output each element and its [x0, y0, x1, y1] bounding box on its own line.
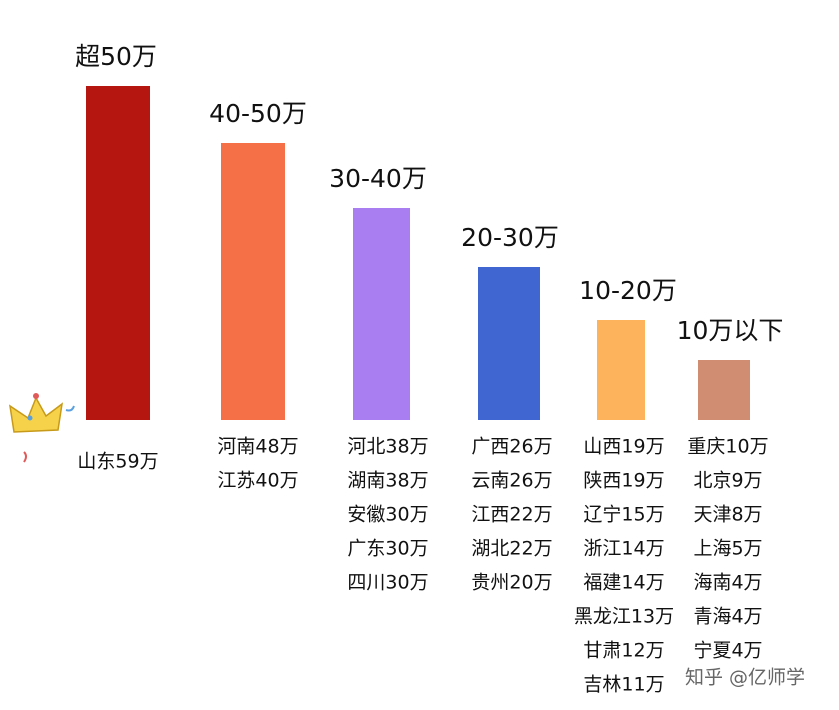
- watermark: 知乎 @亿师学: [685, 667, 805, 689]
- group-label: 10万以下: [677, 316, 784, 345]
- province-label: 四川30万: [347, 572, 428, 594]
- province-label: 甘肃12万: [583, 640, 664, 662]
- bar: [597, 320, 645, 420]
- group-label: 40-50万: [209, 99, 307, 128]
- province-label: 河南48万: [217, 436, 298, 458]
- province-label: 吉林11万: [583, 674, 664, 696]
- province-label: 北京9万: [693, 470, 762, 492]
- group-label: 30-40万: [329, 164, 427, 193]
- bar: [86, 86, 150, 420]
- province-label: 黑龙江13万: [574, 606, 674, 628]
- bar: [353, 208, 410, 420]
- province-label: 陕西19万: [583, 470, 664, 492]
- province-label: 广西26万: [471, 436, 552, 458]
- bar: [221, 143, 285, 420]
- province-label: 辽宁15万: [583, 504, 664, 526]
- province-label: 上海5万: [693, 538, 762, 560]
- group-label: 10-20万: [579, 276, 677, 305]
- bar: [698, 360, 750, 420]
- province-label: 江苏40万: [217, 470, 298, 492]
- group-label: 超50万: [75, 42, 157, 71]
- province-label: 山西19万: [583, 436, 664, 458]
- province-label: 重庆10万: [687, 436, 768, 458]
- province-label: 浙江14万: [583, 538, 664, 560]
- province-label: 天津8万: [693, 504, 762, 526]
- crown: [8, 393, 75, 463]
- province-label: 贵州20万: [471, 572, 552, 594]
- province-label: 青海4万: [693, 606, 762, 628]
- province-label: 海南4万: [693, 572, 762, 594]
- province-label: 河北38万: [347, 436, 428, 458]
- province-label: 宁夏4万: [693, 640, 762, 662]
- province-label: 湖南38万: [347, 470, 428, 492]
- province-label: 湖北22万: [471, 538, 552, 560]
- province-label: 安徽30万: [347, 504, 428, 526]
- group-label: 20-30万: [461, 223, 559, 252]
- province-label: 山东59万: [77, 451, 158, 473]
- bar: [478, 267, 540, 420]
- province-label: 福建14万: [583, 572, 664, 594]
- province-label: 江西22万: [471, 504, 552, 526]
- province-label: 云南26万: [471, 470, 552, 492]
- province-label: 广东30万: [347, 538, 428, 560]
